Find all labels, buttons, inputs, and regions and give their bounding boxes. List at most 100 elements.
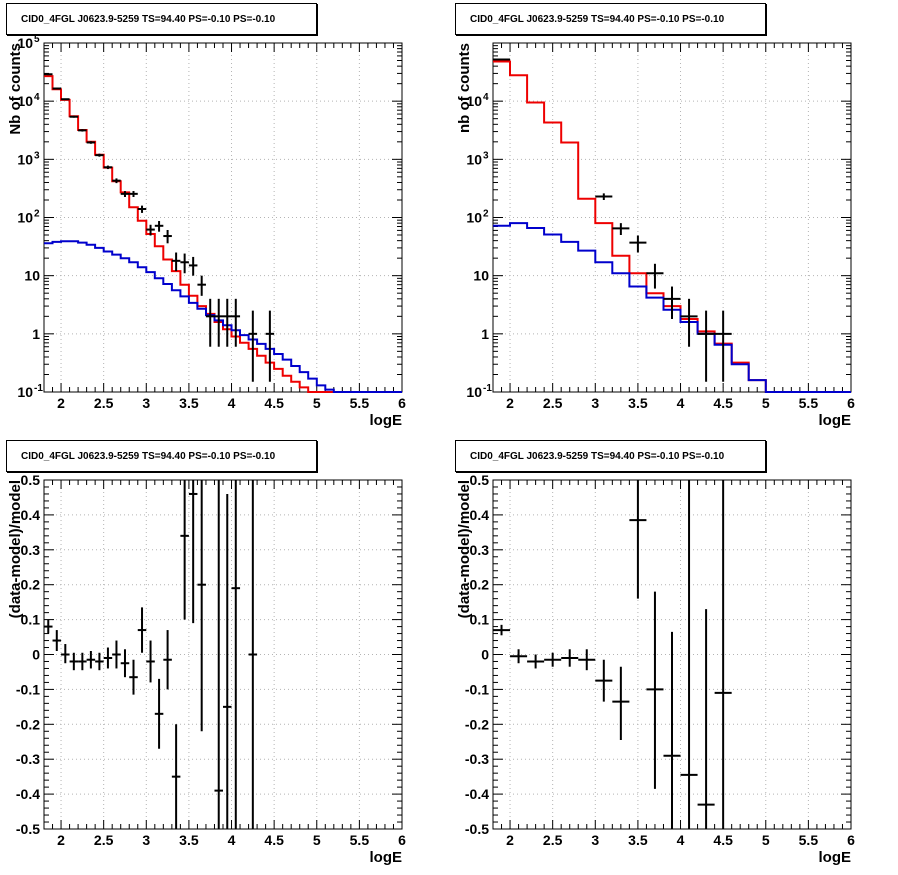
y-tick-label-exponent: 4: [483, 92, 489, 103]
y-tick-label: 10: [17, 151, 33, 167]
axis-ticks: [492, 43, 852, 393]
plot-title: CID0_4FGL J0623.9-5259 TS=94.40 PS=-0.10…: [6, 440, 317, 472]
y-tick-label: 1: [481, 326, 489, 342]
y-tick-label-exponent: 3: [34, 150, 40, 161]
y-tick-label: 10: [17, 210, 33, 226]
x-axis-label: logE: [819, 849, 852, 866]
plot-residuals-coarse: 2 2.5 3 3.5 4 4.5 5 5.5 6 -0.5 -0.4 -0.3 -0.2 -0.1 0 0.…: [449, 437, 898, 875]
x-tick-label: 3.5: [628, 832, 648, 848]
model-step-red: [493, 60, 851, 393]
y-tick-label: 10: [473, 268, 489, 284]
x-tick-label: 4.5: [713, 395, 733, 411]
y-tick-label: 0.4: [470, 507, 490, 523]
x-tick-label: 3.5: [628, 395, 648, 411]
axis-ticks: [43, 43, 403, 393]
plot-title: CID0_4FGL J0623.9-5259 TS=94.40 PS=-0.10…: [455, 440, 766, 472]
grid: [44, 42, 403, 393]
y-tick-label: 10: [17, 384, 33, 400]
y-tick-label: -0.3: [465, 751, 489, 767]
grid: [44, 479, 403, 830]
x-tick-label: 4.5: [264, 395, 284, 411]
data-points: [493, 480, 732, 829]
y-tick-label: 10: [466, 93, 482, 109]
x-tick-label: 4: [677, 395, 685, 411]
plot-counts-coarse: 2 2.5 3 3.5 4 4.5 5 5.5 6 10 -1 1 10 10 2 10 3 10 4 logE nb …: [449, 0, 898, 437]
x-tick-label: 2.5: [543, 832, 563, 848]
y-tick-label: -0.5: [465, 821, 489, 837]
axis-ticks: [43, 479, 403, 830]
y-tick-label-exponent: 2: [483, 209, 489, 220]
x-tick-label: 5: [313, 395, 321, 411]
x-tick-label: 2: [57, 832, 65, 848]
x-tick-label: 3: [142, 395, 150, 411]
x-tick-label: 2: [57, 395, 65, 411]
y-tick-label: -0.4: [465, 786, 489, 802]
x-tick-label: 3.5: [179, 395, 199, 411]
x-tick-label: 4: [677, 832, 685, 848]
y-tick-label: -0.1: [465, 681, 489, 697]
x-tick-label: 5: [762, 832, 770, 848]
plot-residuals-coarse-svg: 2 2.5 3 3.5 4 4.5 5 5.5 6 -0.5 -0.4 -0.3 -0.2 -0.1 0 0.…: [456, 472, 855, 866]
x-axis-label: logE: [819, 412, 852, 429]
y-axis-label: (data-model)/model: [7, 480, 24, 618]
plot-counts-fine: 2 2.5 3 3.5 4 4.5 5 5.5 6 10 -1 1 10 10 2 10 3 10 4 10 5 logE…: [0, 0, 449, 437]
x-tick-label: 3.5: [179, 832, 199, 848]
x-tick-label: 3: [591, 395, 599, 411]
y-tick-label: -0.2: [465, 716, 489, 732]
y-tick-label-exponent: 4: [34, 92, 40, 103]
x-tick-label: 4.5: [713, 832, 733, 848]
plot-title: CID0_4FGL J0623.9-5259 TS=94.40 PS=-0.10…: [455, 3, 766, 35]
x-tick-label: 2: [506, 832, 514, 848]
model-step-red: [44, 75, 402, 393]
y-tick-label: -0.1: [16, 681, 40, 697]
y-tick-label: 0.5: [21, 472, 41, 488]
y-tick-label: 10: [17, 93, 33, 109]
x-tick-label: 5: [762, 395, 770, 411]
y-tick-label: 1: [32, 326, 40, 342]
plot-title: CID0_4FGL J0623.9-5259 TS=94.40 PS=-0.10…: [6, 3, 317, 35]
y-tick-label: 0: [32, 647, 40, 663]
y-tick-label-exponent: 5: [34, 34, 40, 45]
x-tick-label: 5.5: [350, 395, 370, 411]
x-tick-label: 4: [228, 395, 236, 411]
x-tick-label: 2.5: [94, 832, 114, 848]
y-tick-label-exponent: -1: [34, 383, 43, 394]
y-tick-label: 10: [17, 35, 33, 51]
x-tick-label: 2.5: [543, 395, 563, 411]
y-tick-label: -0.3: [16, 751, 40, 767]
y-tick-label: 0.3: [470, 542, 490, 558]
y-tick-label: 0: [481, 647, 489, 663]
y-tick-label-exponent: -1: [483, 383, 492, 394]
x-tick-label: 6: [398, 832, 406, 848]
y-tick-label: 0.1: [470, 612, 490, 628]
y-tick-label: 10: [24, 268, 40, 284]
x-tick-label: 5.5: [799, 832, 819, 848]
x-tick-label: 6: [847, 832, 855, 848]
plot-residuals-fine-svg: 2 2.5 3 3.5 4 4.5 5 5.5 6 -0.5 -0.4 -0.3 -0.2 -0.1 0 0.…: [7, 472, 406, 866]
y-axis-label: Nb of counts: [7, 43, 24, 135]
x-tick-label: 4: [228, 832, 236, 848]
y-tick-label: -0.4: [16, 786, 40, 802]
x-tick-label: 4.5: [264, 832, 284, 848]
grid: [493, 42, 852, 393]
y-tick-label: 10: [466, 384, 482, 400]
x-tick-label: 5.5: [799, 395, 819, 411]
x-tick-label: 3: [591, 832, 599, 848]
x-tick-label: 5: [313, 832, 321, 848]
y-tick-label: 10: [466, 151, 482, 167]
y-tick-label: 0.5: [470, 472, 490, 488]
y-axis-label: (data-model)/model: [456, 480, 473, 618]
y-tick-label-exponent: 3: [483, 150, 489, 161]
y-tick-label: -0.2: [16, 716, 40, 732]
y-tick-label: -0.5: [16, 821, 40, 837]
y-axis-label: nb of counts: [456, 43, 473, 133]
x-tick-label: 6: [847, 395, 855, 411]
y-tick-label: 0.2: [470, 577, 490, 593]
x-axis-label: logE: [370, 412, 403, 429]
model-step-blue: [493, 222, 851, 393]
y-tick-label: 0.3: [21, 542, 41, 558]
x-tick-label: 3: [142, 832, 150, 848]
x-tick-label: 2: [506, 395, 514, 411]
